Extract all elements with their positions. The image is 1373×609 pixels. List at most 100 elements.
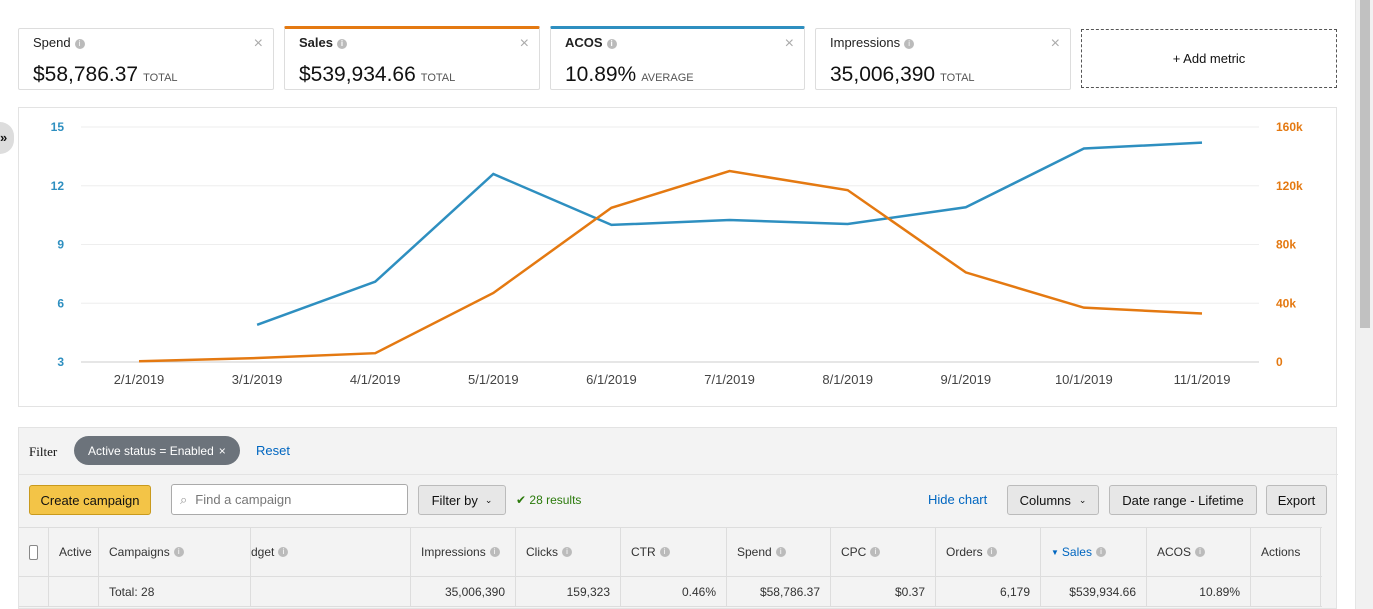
col-acos[interactable]: ACOS i: [1147, 528, 1251, 576]
x-axis-tick: 4/1/2019: [350, 372, 401, 387]
left-axis-tick: 15: [51, 120, 65, 134]
right-axis-tick: 160k: [1276, 120, 1303, 134]
info-icon: i: [870, 547, 881, 557]
close-icon[interactable]: ×: [1050, 35, 1060, 52]
metric-unit: AVERAGE: [641, 72, 694, 84]
results-count: ✔ 28 results: [516, 493, 582, 507]
left-axis-tick: 3: [57, 355, 64, 369]
chevron-down-icon: ⌄: [1078, 494, 1087, 505]
columns-dropdown[interactable]: Columns ⌄: [1007, 485, 1099, 515]
total-row: Total: 28 35,006,390 159,323 0.46% $58,7…: [19, 577, 1322, 607]
metric-card-acos[interactable]: ACOS i × 10.89% AVERAGE: [550, 26, 805, 90]
info-icon: i: [775, 547, 786, 557]
x-axis-tick: 3/1/2019: [232, 372, 283, 387]
metric-value: $539,934.66: [299, 63, 416, 86]
info-icon: i: [986, 547, 997, 557]
chart: 3 6 9 12 15 0 40k 80k 120k 160k 2/1/2019 3/1/2019 4/…: [18, 107, 1337, 407]
total-impressions: 35,006,390: [411, 577, 516, 606]
close-icon[interactable]: ×: [784, 35, 794, 52]
col-impressions[interactable]: Impressions i: [411, 528, 516, 576]
search-input[interactable]: ⌕ Find a campaign: [171, 484, 408, 515]
close-icon[interactable]: ×: [253, 35, 263, 52]
create-campaign-button[interactable]: Create campaign: [29, 485, 151, 515]
info-icon: i: [562, 547, 572, 557]
table-header-row: Active Campaigns i dget i Impressions i Cli…: [19, 527, 1322, 577]
metric-card-impressions[interactable]: Impressions i × 35,006,390 TOTAL: [815, 28, 1071, 90]
col-spend[interactable]: Spend i: [727, 528, 831, 576]
metric-unit: TOTAL: [940, 72, 975, 84]
scrollbar[interactable]: [1355, 0, 1373, 609]
reset-link[interactable]: Reset: [256, 443, 290, 458]
col-cpc[interactable]: CPC i: [831, 528, 936, 576]
metric-card-sales[interactable]: Sales i × $539,934.66 TOTAL: [284, 26, 540, 90]
hide-chart-link[interactable]: Hide chart: [928, 492, 988, 507]
x-axis-tick: 9/1/2019: [940, 372, 991, 387]
total-orders: 6,179: [936, 577, 1041, 606]
x-axis-tick: 10/1/2019: [1055, 372, 1113, 387]
campaigns-table-section: Filter Active status = Enabled × Reset Cr…: [18, 427, 1338, 609]
col-budget[interactable]: dget i: [251, 528, 411, 576]
filter-chip-label: Active status = Enabled: [88, 443, 214, 458]
col-sales[interactable]: ▼ Sales i: [1041, 528, 1147, 576]
line-chart: 3 6 9 12 15 0 40k 80k 120k 160k 2/1/2019 3/1/2019 4/…: [51, 120, 1303, 387]
chevron-down-icon: ⌄: [484, 494, 493, 505]
metric-label: Impressions: [830, 35, 901, 50]
info-icon: i: [173, 547, 184, 557]
info-icon: i: [336, 39, 347, 49]
close-icon[interactable]: ×: [519, 35, 529, 52]
x-axis-tick: 8/1/2019: [822, 372, 873, 387]
metric-value: 35,006,390: [830, 63, 936, 86]
total-spend: $58,786.37: [727, 577, 831, 606]
export-button[interactable]: Export: [1266, 485, 1327, 515]
filter-by-label: Filter by: [431, 492, 478, 508]
filter-label: Filter: [29, 444, 58, 459]
sidebar-toggle[interactable]: »: [0, 122, 14, 154]
col-clicks[interactable]: Clicks i: [516, 528, 621, 576]
date-range-button[interactable]: Date range - Lifetime: [1109, 485, 1257, 515]
metric-card-spend[interactable]: Spend i × $58,786.37 TOTAL: [18, 28, 274, 90]
info-icon: i: [659, 547, 670, 557]
remove-filter-icon[interactable]: ×: [218, 443, 226, 458]
sort-desc-icon: ▼: [1051, 547, 1059, 557]
total-acos: 10.89%: [1147, 577, 1251, 606]
info-icon: i: [606, 39, 617, 49]
right-axis-tick: 40k: [1276, 296, 1296, 310]
metric-label: Sales: [299, 35, 333, 50]
filter-chip[interactable]: Active status = Enabled ×: [74, 436, 240, 465]
metric-label: ACOS: [565, 35, 603, 50]
info-icon: i: [489, 547, 500, 557]
metric-unit: TOTAL: [143, 72, 178, 84]
col-ctr[interactable]: CTR i: [621, 528, 727, 576]
left-axis-tick: 12: [51, 179, 65, 193]
x-axis-tick: 2/1/2019: [114, 372, 165, 387]
right-axis-tick: 0: [1276, 355, 1283, 369]
filter-by-dropdown[interactable]: Filter by ⌄: [418, 485, 506, 515]
col-campaigns[interactable]: Campaigns i: [99, 528, 251, 576]
total-ctr: 0.46%: [621, 577, 727, 606]
scrollbar-thumb[interactable]: [1360, 0, 1370, 328]
search-icon: ⌕: [180, 491, 188, 507]
series-line-acos: [256, 141, 1203, 326]
check-icon: ✔: [516, 493, 530, 507]
add-metric-button[interactable]: + Add metric: [1081, 29, 1337, 88]
select-all-checkbox[interactable]: [29, 544, 38, 560]
x-axis-tick: 11/1/2019: [1174, 372, 1231, 387]
x-axis-tick: 6/1/2019: [586, 372, 637, 387]
col-active[interactable]: Active: [49, 528, 99, 576]
left-axis-tick: 9: [57, 238, 64, 252]
metric-unit: TOTAL: [420, 72, 456, 84]
total-label: Total: 28: [99, 577, 251, 606]
series-line-sales: [138, 169, 1203, 363]
metric-value: 10.89%: [565, 63, 637, 86]
total-sales: $539,934.66: [1041, 577, 1147, 606]
total-cpc: $0.37: [831, 577, 936, 606]
x-axis-tick: 7/1/2019: [704, 372, 755, 387]
col-orders[interactable]: Orders i: [936, 528, 1041, 576]
search-placeholder: Find a campaign: [195, 492, 292, 507]
info-icon: i: [1095, 547, 1106, 557]
metric-value: $58,786.37: [33, 63, 139, 86]
left-axis-tick: 6: [57, 296, 64, 310]
info-icon: i: [1195, 547, 1206, 557]
col-actions: Actions: [1251, 528, 1321, 576]
x-axis-tick: 5/1/2019: [468, 372, 519, 387]
